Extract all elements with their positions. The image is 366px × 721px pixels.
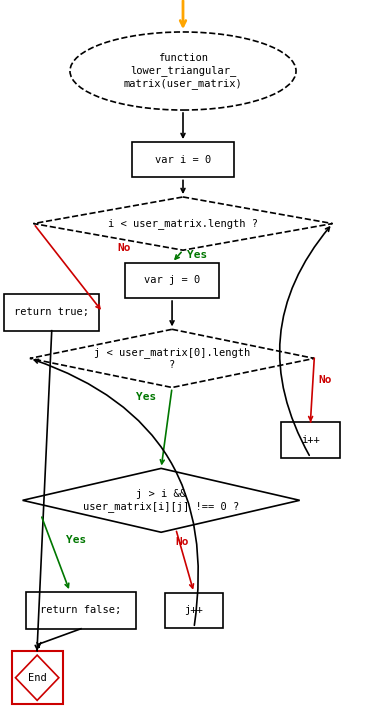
Bar — [165, 593, 223, 628]
Bar — [26, 592, 135, 629]
Polygon shape — [30, 329, 314, 387]
Text: var i = 0: var i = 0 — [155, 155, 211, 164]
Text: Yes: Yes — [135, 392, 156, 402]
Text: No: No — [318, 375, 331, 385]
Bar — [4, 294, 99, 331]
Polygon shape — [23, 469, 300, 532]
Ellipse shape — [70, 32, 296, 110]
Text: Yes: Yes — [187, 249, 207, 260]
Text: j < user_matrix[0].length
?: j < user_matrix[0].length ? — [94, 347, 250, 370]
Bar — [12, 651, 63, 704]
Text: return false;: return false; — [40, 606, 122, 615]
Text: return true;: return true; — [14, 307, 89, 317]
Text: j++: j++ — [184, 606, 203, 615]
Text: i++: i++ — [301, 435, 320, 445]
Text: j > i &&
user_matrix[i][j] !== 0 ?: j > i && user_matrix[i][j] !== 0 ? — [83, 489, 239, 512]
Text: No: No — [176, 537, 189, 547]
Text: i < user_matrix.length ?: i < user_matrix.length ? — [108, 218, 258, 229]
Text: function
lower_triangular_
matrix(user_matrix): function lower_triangular_ matrix(user_m… — [124, 53, 242, 89]
Text: No: No — [117, 242, 131, 252]
Polygon shape — [34, 197, 332, 250]
Text: Yes: Yes — [66, 535, 87, 545]
Text: var j = 0: var j = 0 — [144, 275, 200, 286]
Text: End: End — [28, 673, 46, 683]
Bar — [125, 262, 220, 298]
Bar — [132, 142, 234, 177]
Bar — [281, 423, 340, 458]
